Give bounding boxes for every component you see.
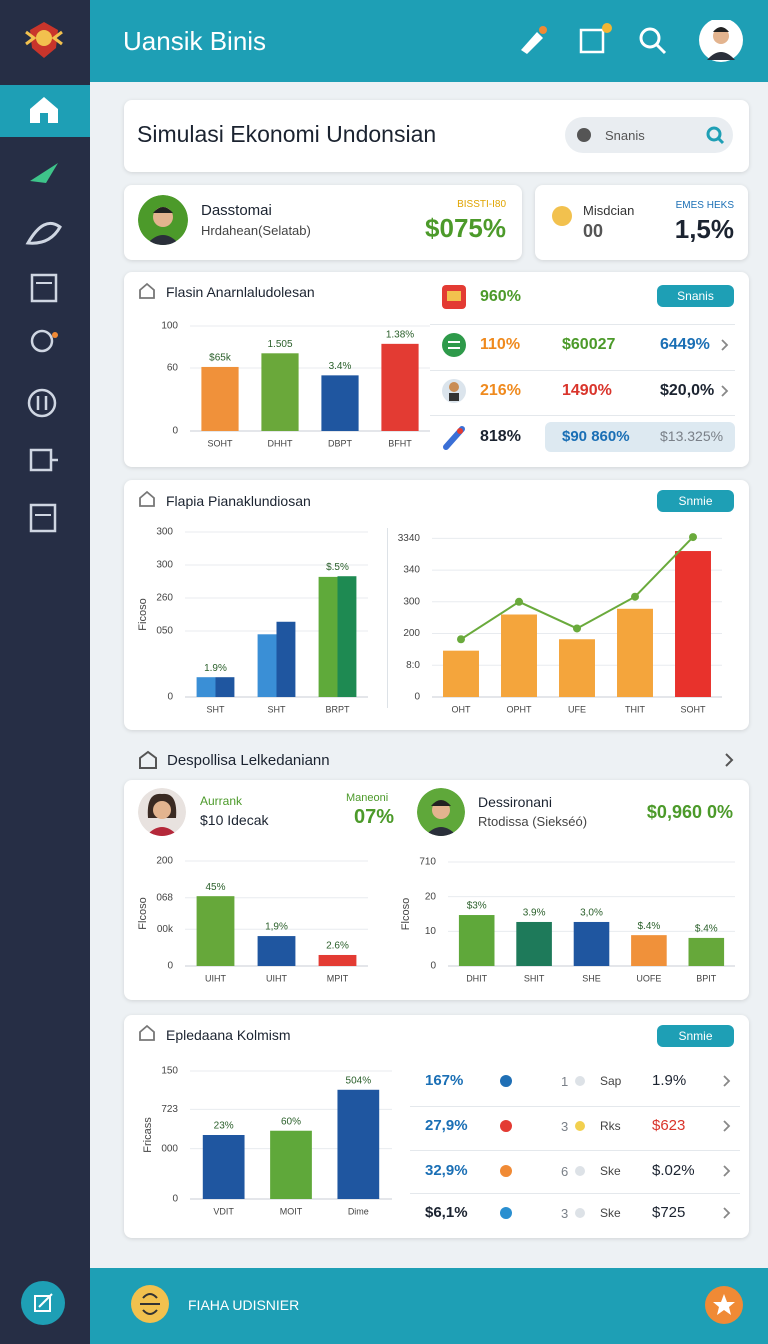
person-name: Dessironani — [478, 794, 552, 810]
banner-card: Simulasi Ekonomi Undonsian Snanis — [124, 100, 749, 172]
row-value: 110% — [480, 336, 521, 353]
footer-text: FIAHA UDISNIER — [188, 1297, 300, 1313]
footer-bar: FIAHA UDISNIER — [90, 1268, 768, 1344]
row-divider — [430, 415, 735, 416]
stat-value: $0,960 0% — [646, 802, 733, 822]
row-value: 960% — [480, 288, 521, 305]
section-icon — [139, 750, 157, 769]
person-subtitle: Rtodissa (Siekséó) — [478, 814, 588, 829]
profile-name: Dasstomai — [201, 202, 272, 219]
panel-icon — [139, 1024, 155, 1041]
row-value: 167% — [425, 1072, 464, 1089]
row-divider — [430, 324, 735, 325]
panel-title: Epledaana Kolmism — [166, 1027, 291, 1043]
row-value: $6,1% — [425, 1204, 468, 1221]
row-value: 216% — [480, 382, 521, 399]
profile-card: Dasstomai Hrdahean(Selatab) BISSTI-I80 $… — [124, 185, 522, 260]
row-divider — [430, 370, 735, 371]
stat-value: 1,5% — [674, 214, 734, 244]
panel: Aurrank $10 Idecak Maneoni 07% Dessirona… — [124, 780, 749, 1000]
toolbar-icons[interactable] — [515, 20, 755, 64]
row-divider — [410, 1106, 740, 1107]
panel-button[interactable]: Snanis — [657, 285, 734, 307]
divider — [387, 528, 388, 708]
row-value: 6449% — [660, 336, 710, 353]
stat-value: 07% — [354, 806, 395, 828]
row-value: 818% — [480, 428, 521, 445]
banner-title: Simulasi Ekonomi Undonsian — [137, 121, 437, 147]
row-value: 27,9% — [425, 1117, 468, 1134]
footer-icon[interactable] — [130, 1284, 170, 1324]
panel: Flapia Pianaklundiosan Snmie — [124, 480, 749, 730]
row-value: 1.9% — [652, 1072, 687, 1089]
chevron[interactable] — [722, 752, 736, 768]
row-value: $60027 — [562, 336, 616, 353]
logo — [25, 22, 63, 58]
panel: Epledaana Kolmism Snmie — [124, 1015, 749, 1238]
stat-label: BISSTI-I80 — [457, 199, 506, 210]
app-title: Uansik Binis — [123, 26, 267, 56]
search-icon — [706, 126, 725, 145]
panel-button[interactable]: Snmie — [657, 490, 734, 512]
sidebar — [0, 0, 90, 1344]
row-rank: 1 — [561, 1074, 569, 1089]
row-icons — [442, 285, 729, 450]
row-value: $.02% — [652, 1162, 695, 1179]
row-text: Sap — [600, 1074, 622, 1088]
stat-label: Maneoni — [346, 792, 389, 804]
row-text: Rks — [600, 1119, 621, 1133]
avatar — [138, 195, 188, 245]
person-subtitle: $10 Idecak — [200, 812, 269, 828]
avatar — [417, 788, 465, 836]
stat-card: Misdcian 00 EMES HEKS 1,5% — [535, 185, 748, 260]
top-bar: Uansik Binis — [90, 0, 768, 82]
panel-title: Flasin Anarnlaludolesan — [166, 284, 315, 300]
avatar — [138, 788, 186, 836]
row-value: 1490% — [562, 382, 612, 399]
panel-title: Flapia Pianaklundiosan — [166, 493, 311, 509]
panel-icon — [139, 282, 155, 299]
row-value: 32,9% — [425, 1162, 468, 1179]
nav-icons[interactable] — [0, 85, 90, 545]
row-rank: 6 — [561, 1164, 569, 1179]
search-logo — [577, 128, 591, 142]
search-box[interactable]: Snanis — [565, 117, 733, 153]
row-value: $90 860% — [562, 428, 630, 445]
stat-value: $075% — [425, 213, 506, 243]
row-value: $13.325% — [660, 428, 724, 444]
stat-name: Misdcian — [583, 203, 635, 218]
status-dot — [552, 206, 572, 226]
section-title: Despollisa Lelkedaniann — [167, 752, 330, 769]
row-divider — [410, 1150, 740, 1151]
panel-button[interactable]: Snmie — [657, 1025, 734, 1047]
stat-subtitle: 00 — [583, 221, 604, 241]
row-text: Ske — [600, 1206, 621, 1220]
person-name: Aurrank — [200, 794, 243, 808]
highlight-pill — [545, 422, 735, 452]
row-divider — [410, 1193, 740, 1194]
compose-button[interactable] — [20, 1280, 66, 1326]
stat-label: EMES HEKS — [675, 200, 734, 211]
row-rank: 3 — [561, 1206, 569, 1221]
profile-subtitle: Hrdahean(Selatab) — [201, 223, 311, 238]
row-value: $725 — [652, 1204, 686, 1221]
search-placeholder: Snanis — [605, 128, 645, 143]
row-markers — [500, 1075, 731, 1219]
panel-icon — [139, 490, 155, 507]
row-text: Ske — [600, 1164, 621, 1178]
row-rank: 3 — [561, 1119, 569, 1134]
star-button[interactable] — [704, 1285, 744, 1325]
row-value: $623 — [652, 1117, 686, 1134]
row-value: $20,0% — [660, 382, 715, 399]
